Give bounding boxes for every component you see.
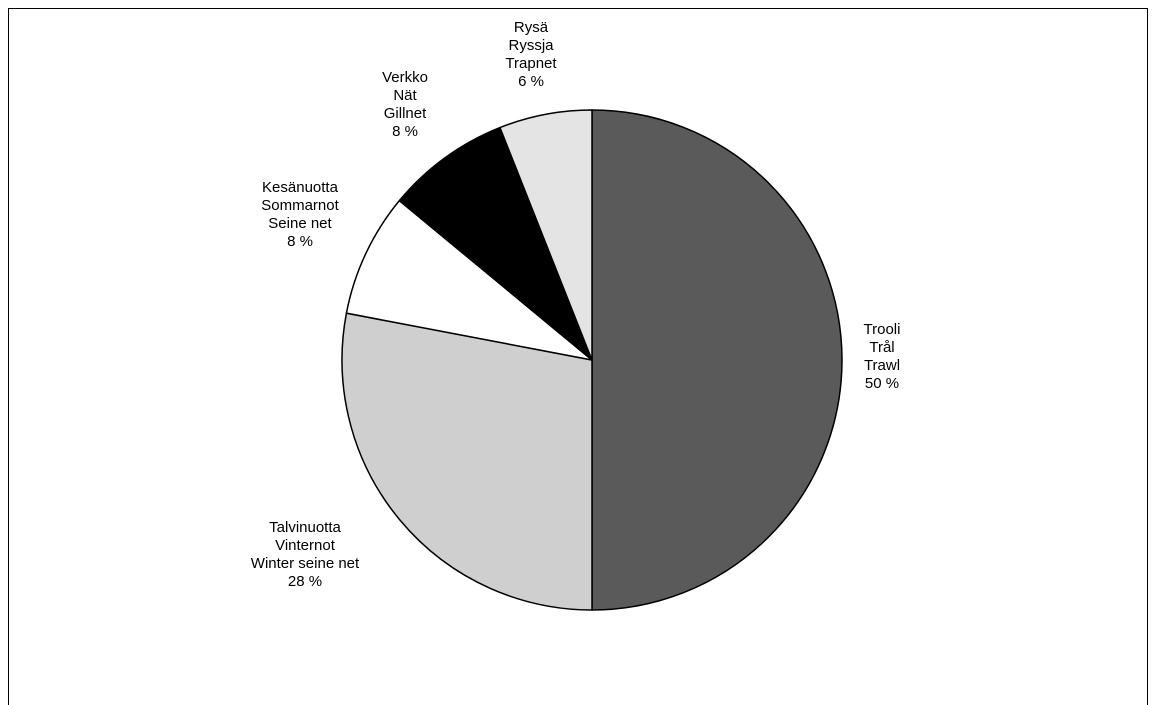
slice-value-label: 28 %: [288, 573, 322, 590]
slice-label: Trooli: [864, 321, 901, 338]
slice-label: Ryssja: [508, 37, 554, 54]
pie-slice: [345, 199, 593, 361]
pie-slice: [341, 312, 593, 611]
pie-slice: [591, 109, 843, 611]
slice-label: Verkko: [382, 69, 428, 86]
slice-value-label: 8 %: [392, 123, 418, 140]
slice-label: Winter seine net: [251, 555, 360, 572]
pie-slice: [398, 126, 593, 361]
slice-label: Seine net: [268, 215, 332, 232]
pie-slice: [498, 109, 593, 361]
slice-label: Sommarnot: [261, 197, 339, 214]
slice-value-label: 50 %: [865, 375, 899, 392]
slice-label: Rysä: [514, 19, 549, 36]
slice-value-label: 6 %: [518, 73, 544, 90]
slice-label: Vinternot: [275, 537, 336, 554]
slice-value-label: 8 %: [287, 233, 313, 250]
slice-label: Trapnet: [505, 55, 557, 72]
slice-label: Talvinuotta: [269, 519, 341, 536]
slice-label: Gillnet: [384, 105, 427, 122]
slice-label: Kesänuotta: [262, 179, 339, 196]
slice-label: Trål: [869, 339, 894, 356]
slice-label: Trawl: [864, 357, 900, 374]
chart-frame: [8, 8, 1148, 705]
slice-label: Nät: [393, 87, 417, 104]
